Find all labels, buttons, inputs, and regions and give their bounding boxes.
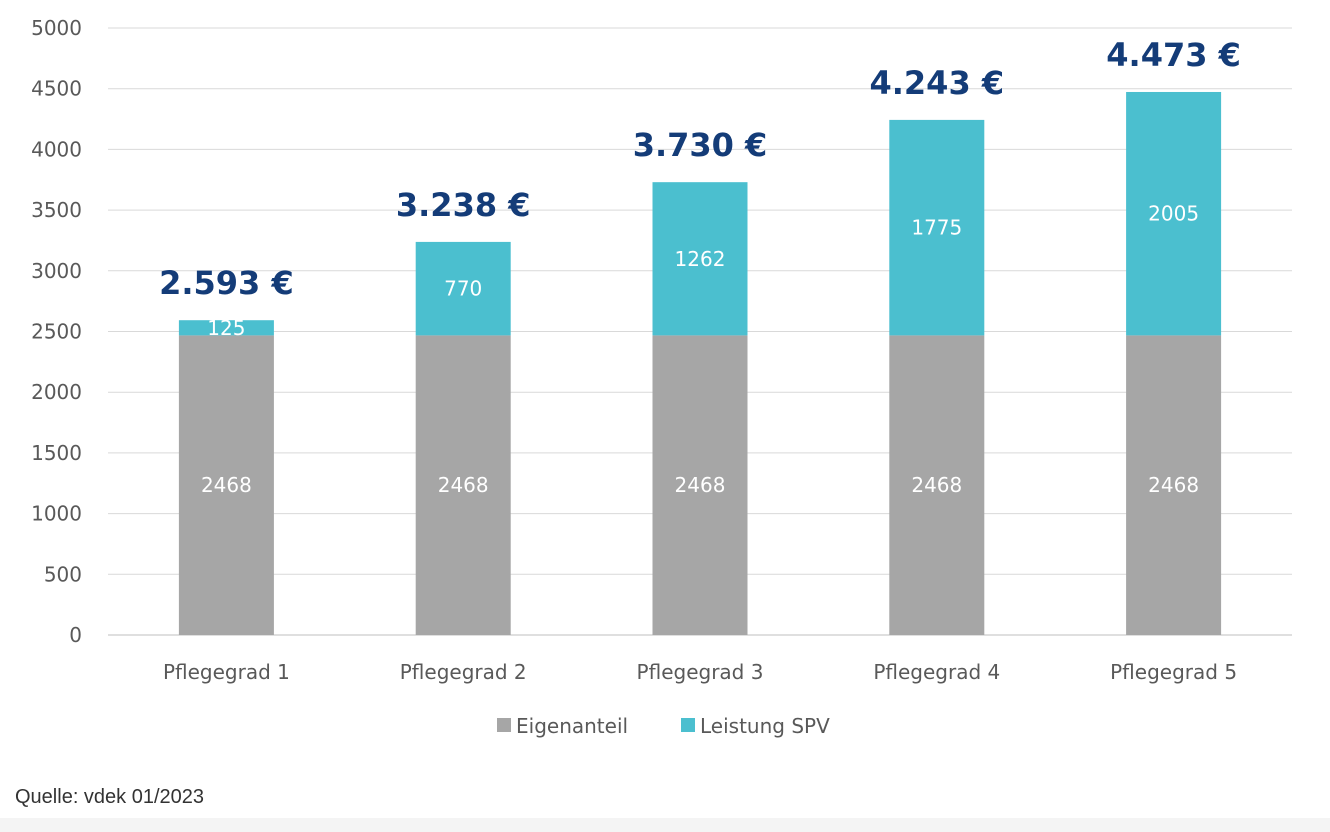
total-value-label: 2.593 €: [159, 264, 294, 302]
y-tick-label: 0: [69, 623, 82, 647]
bars: [178, 91, 1222, 635]
segment-value-label: 2468: [911, 473, 962, 497]
bar-segment-eigenanteil: [652, 335, 748, 635]
x-tick-label: Pflegegrad 5: [1110, 660, 1237, 684]
y-tick-label: 5000: [31, 16, 82, 40]
footer-band: [0, 818, 1330, 832]
total-value-label: 3.238 €: [396, 186, 531, 224]
segment-value-label: 1775: [911, 216, 962, 240]
segment-value-label: 2468: [438, 473, 489, 497]
stacked-bar-chart: 0 500 1000 1500 2000 2500 3000 3500 4000 4500 5000…: [31, 16, 1292, 738]
total-value-label: 4.243 €: [869, 64, 1004, 102]
bar-segment-eigenanteil: [415, 335, 511, 635]
x-axis-labels: Pflegegrad 1 Pflegegrad 2 Pflegegrad 3 Pfle…: [163, 660, 1237, 684]
legend: Eigenanteil Leistung SPV: [497, 714, 830, 738]
source-note: Quelle: vdek 01/2023: [15, 786, 205, 808]
bar-segment-leistung-spv: [415, 241, 511, 336]
data-labels: 2468 125 2.593 € 2468 770 3.238 € 2468 1262 3.73…: [159, 36, 1241, 497]
y-tick-label: 2500: [31, 320, 82, 344]
bar-segment-leistung-spv: [1126, 91, 1222, 336]
y-tick-label: 1500: [31, 441, 82, 465]
segment-value-label: 2005: [1148, 202, 1199, 226]
x-tick-label: Pflegegrad 1: [163, 660, 290, 684]
total-value-label: 3.730 €: [633, 126, 768, 164]
y-tick-label: 4000: [31, 137, 82, 161]
segment-value-label: 2468: [1148, 473, 1199, 497]
bar-segment-eigenanteil: [1126, 335, 1222, 635]
y-tick-label: 4500: [31, 77, 82, 101]
segment-value-label: 2468: [201, 473, 252, 497]
segment-value-label: 2468: [675, 473, 726, 497]
y-tick-label: 3000: [31, 259, 82, 283]
legend-label-leistung-spv: Leistung SPV: [700, 714, 830, 738]
bar-segment-leistung-spv: [889, 119, 985, 336]
y-tick-label: 3500: [31, 198, 82, 222]
bar-segment-eigenanteil: [889, 335, 985, 635]
bar-segment-leistung-spv: [178, 320, 274, 336]
x-tick-label: Pflegegrad 2: [400, 660, 527, 684]
segment-value-label: 1262: [675, 247, 726, 271]
total-value-label: 4.473 €: [1106, 36, 1241, 74]
y-tick-label: 500: [44, 562, 82, 586]
bar-segment-eigenanteil: [178, 335, 274, 635]
y-tick-label: 2000: [31, 380, 82, 404]
bar-segment-leistung-spv: [652, 182, 748, 336]
legend-swatch-leistung-spv: [681, 718, 695, 732]
legend-label-eigenanteil: Eigenanteil: [516, 714, 628, 738]
segment-value-label: 770: [444, 277, 482, 301]
x-tick-label: Pflegegrad 4: [873, 660, 1000, 684]
y-tick-label: 1000: [31, 502, 82, 526]
legend-swatch-eigenanteil: [497, 718, 511, 732]
y-axis-ticks: 0 500 1000 1500 2000 2500 3000 3500 4000 4500 5000: [31, 16, 82, 647]
segment-value-label: 125: [207, 316, 245, 340]
x-tick-label: Pflegegrad 3: [637, 660, 764, 684]
